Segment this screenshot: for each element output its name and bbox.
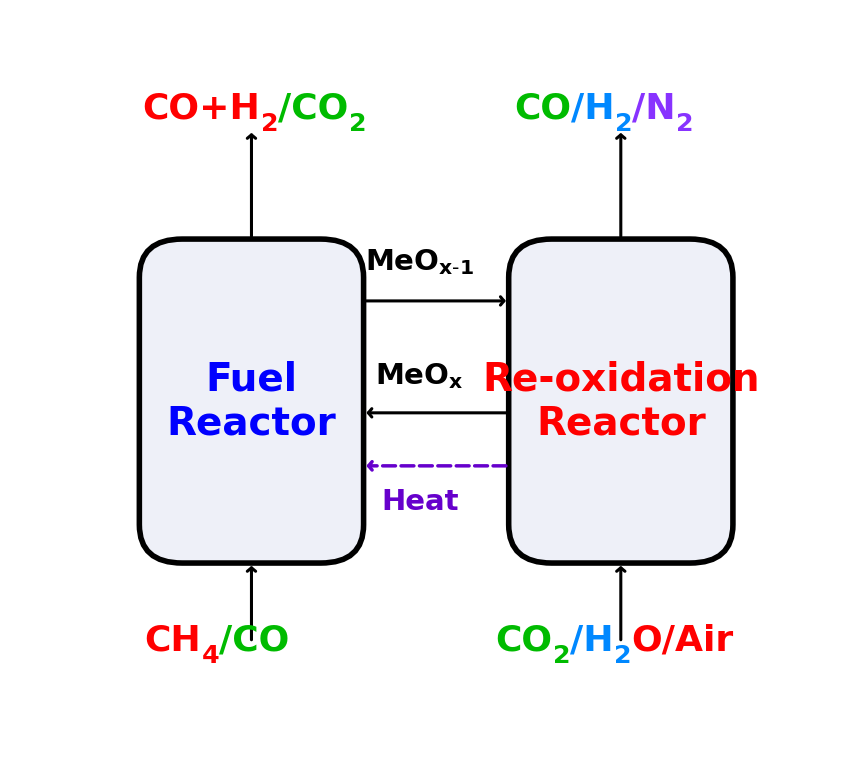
- Text: 2: 2: [260, 112, 278, 136]
- Text: /CO: /CO: [278, 91, 349, 125]
- Text: 2: 2: [614, 644, 631, 668]
- Text: 4: 4: [202, 644, 219, 668]
- FancyBboxPatch shape: [140, 239, 363, 563]
- Text: CH: CH: [145, 623, 202, 657]
- Text: 2: 2: [676, 112, 694, 136]
- Text: CO: CO: [495, 623, 552, 657]
- Text: CO+H: CO+H: [143, 91, 260, 125]
- Text: 2: 2: [349, 112, 366, 136]
- Text: /N: /N: [632, 91, 676, 125]
- Text: /CO: /CO: [219, 623, 289, 657]
- Text: 2: 2: [614, 112, 632, 136]
- Text: /H: /H: [571, 91, 614, 125]
- Text: CO: CO: [514, 91, 571, 125]
- Text: $\mathbf{MeO_x}$: $\mathbf{MeO_x}$: [375, 361, 464, 391]
- Text: Re-oxidation
Reactor: Re-oxidation Reactor: [482, 360, 760, 442]
- Text: /H: /H: [570, 623, 614, 657]
- Text: O/Air: O/Air: [631, 623, 734, 657]
- Text: 2: 2: [552, 644, 570, 668]
- FancyBboxPatch shape: [509, 239, 733, 563]
- Text: Fuel
Reactor: Fuel Reactor: [167, 360, 336, 442]
- Text: Heat: Heat: [381, 487, 459, 516]
- Text: $\mathbf{MeO_{x\text{-}1}}$: $\mathbf{MeO_{x\text{-}1}}$: [365, 248, 474, 278]
